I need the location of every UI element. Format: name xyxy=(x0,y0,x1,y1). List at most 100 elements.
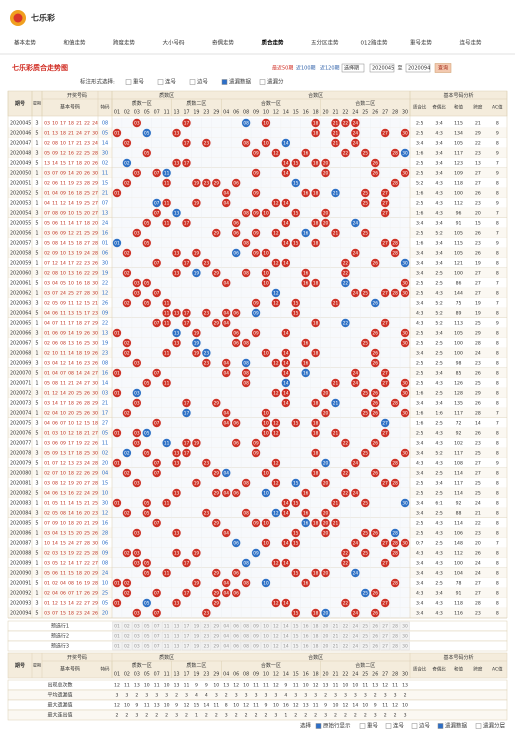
preselect-number[interactable]: 13 xyxy=(174,644,180,650)
preselect-number[interactable]: 27 xyxy=(382,634,388,640)
nav-tab[interactable]: 奇偶走势 xyxy=(212,39,235,47)
footer-option[interactable]: 连号 xyxy=(393,722,405,730)
preselect-number[interactable]: 29 xyxy=(213,624,219,630)
footer-option[interactable]: 重号 xyxy=(367,722,379,730)
footer-option[interactable]: 边号 xyxy=(419,722,431,730)
preselect-number[interactable]: 07 xyxy=(154,624,160,630)
preselect-number[interactable]: 11 xyxy=(164,644,170,650)
preselect-number[interactable]: 08 xyxy=(243,634,249,640)
preselect-number[interactable]: 03 xyxy=(134,624,140,630)
range-link[interactable]: 近100期 xyxy=(296,65,316,72)
preselect-number[interactable]: 13 xyxy=(174,634,180,640)
range-link[interactable]: 近120期 xyxy=(320,65,340,72)
preselect-number[interactable]: 21 xyxy=(333,624,339,630)
preselect-number[interactable]: 24 xyxy=(352,624,358,630)
preselect-number[interactable]: 17 xyxy=(184,634,190,640)
preselect-number[interactable]: 28 xyxy=(392,644,398,650)
preselect-number[interactable]: 03 xyxy=(134,634,140,640)
preselect-number[interactable]: 11 xyxy=(164,624,170,630)
preselect-number[interactable]: 15 xyxy=(293,624,299,630)
preselect-number[interactable]: 30 xyxy=(402,644,408,650)
preselect-number[interactable]: 19 xyxy=(194,634,200,640)
preselect-number[interactable]: 10 xyxy=(263,634,269,640)
preselect-number[interactable]: 18 xyxy=(313,644,319,650)
to-value[interactable]: 2020094 xyxy=(408,66,430,72)
preselect-number[interactable]: 26 xyxy=(372,634,378,640)
preselect-number[interactable]: 08 xyxy=(243,644,249,650)
preselect-number[interactable]: 18 xyxy=(313,624,319,630)
preselect-number[interactable]: 17 xyxy=(184,624,190,630)
nav-tab[interactable]: 五分区走势 xyxy=(311,39,339,47)
nav-tab[interactable]: 跨度走势 xyxy=(113,39,136,47)
footer-option[interactable]: 遗漏数据 xyxy=(445,722,468,730)
preselect-number[interactable]: 20 xyxy=(323,634,329,640)
preselect-number[interactable]: 10 xyxy=(263,624,269,630)
preselect-number[interactable]: 15 xyxy=(293,634,299,640)
preselect-number[interactable]: 02 xyxy=(124,644,130,650)
nav-tab[interactable]: 和值走势 xyxy=(64,39,87,47)
preselect-number[interactable]: 25 xyxy=(362,634,368,640)
preselect-number[interactable]: 30 xyxy=(402,624,408,630)
preselect-number[interactable]: 28 xyxy=(392,634,398,640)
preselect-number[interactable]: 13 xyxy=(174,624,180,630)
preselect-number[interactable]: 08 xyxy=(243,624,249,630)
preselect-number[interactable]: 01 xyxy=(114,624,120,630)
preselect-number[interactable]: 01 xyxy=(114,644,120,650)
preselect-number[interactable]: 16 xyxy=(303,624,309,630)
preselect-number[interactable]: 16 xyxy=(303,634,309,640)
preselect-number[interactable]: 04 xyxy=(223,634,229,640)
preselect-number[interactable]: 23 xyxy=(203,624,209,630)
range-link[interactable]: 最近50期 xyxy=(272,65,293,72)
preselect-number[interactable]: 16 xyxy=(303,644,309,650)
nav-tab[interactable]: 基本走势 xyxy=(14,39,37,47)
preselect-number[interactable]: 23 xyxy=(203,634,209,640)
preselect-number[interactable]: 28 xyxy=(392,624,398,630)
query-text[interactable]: 查询 xyxy=(438,65,448,72)
preselect-number[interactable]: 12 xyxy=(273,634,279,640)
preselect-number[interactable]: 27 xyxy=(382,644,388,650)
nav-tab[interactable]: 重号走势 xyxy=(410,39,433,47)
preselect-number[interactable]: 09 xyxy=(253,644,259,650)
preselect-number[interactable]: 11 xyxy=(164,634,170,640)
preselect-number[interactable]: 26 xyxy=(372,624,378,630)
preselect-number[interactable]: 18 xyxy=(313,634,319,640)
preselect-number[interactable]: 10 xyxy=(263,644,269,650)
preselect-number[interactable]: 21 xyxy=(333,644,339,650)
preselect-number[interactable]: 05 xyxy=(144,644,150,650)
from-value[interactable]: 2020045 xyxy=(372,66,394,72)
preselect-number[interactable]: 02 xyxy=(124,634,130,640)
preselect-number[interactable]: 25 xyxy=(362,644,368,650)
preselect-number[interactable]: 07 xyxy=(154,644,160,650)
preselect-number[interactable]: 23 xyxy=(203,644,209,650)
preselect-number[interactable]: 27 xyxy=(382,624,388,630)
footer-option[interactable]: 原始行显示 xyxy=(323,722,351,730)
preselect-number[interactable]: 07 xyxy=(154,634,160,640)
filter-option[interactable]: 边号 xyxy=(197,78,209,86)
preselect-number[interactable]: 20 xyxy=(323,644,329,650)
nav-tab[interactable]: 质合走势 xyxy=(262,39,285,47)
preselect-number[interactable]: 06 xyxy=(233,634,239,640)
preselect-number[interactable]: 20 xyxy=(323,624,329,630)
preselect-number[interactable]: 21 xyxy=(333,634,339,640)
preselect-number[interactable]: 04 xyxy=(223,644,229,650)
period-select-label[interactable]: 选择期 xyxy=(344,65,359,72)
filter-option[interactable]: 遗漏分 xyxy=(267,78,284,86)
preselect-number[interactable]: 01 xyxy=(114,634,120,640)
preselect-number[interactable]: 14 xyxy=(283,624,289,630)
preselect-number[interactable]: 06 xyxy=(233,644,239,650)
preselect-number[interactable]: 19 xyxy=(194,624,200,630)
nav-tab[interactable]: 012路走势 xyxy=(361,39,388,47)
preselect-number[interactable]: 25 xyxy=(362,624,368,630)
preselect-number[interactable]: 05 xyxy=(144,624,150,630)
filter-option[interactable]: 重号 xyxy=(133,78,145,86)
preselect-number[interactable]: 22 xyxy=(343,634,349,640)
preselect-number[interactable]: 24 xyxy=(352,644,358,650)
filter-option[interactable]: 遗漏数据 xyxy=(229,78,252,86)
nav-tab[interactable]: 大小号码 xyxy=(163,39,186,47)
preselect-number[interactable]: 19 xyxy=(194,644,200,650)
preselect-number[interactable]: 05 xyxy=(144,634,150,640)
preselect-number[interactable]: 02 xyxy=(124,624,130,630)
footer-option[interactable]: 遗漏分层 xyxy=(483,722,506,730)
filter-option[interactable]: 连号 xyxy=(165,78,177,86)
preselect-number[interactable]: 04 xyxy=(223,624,229,630)
